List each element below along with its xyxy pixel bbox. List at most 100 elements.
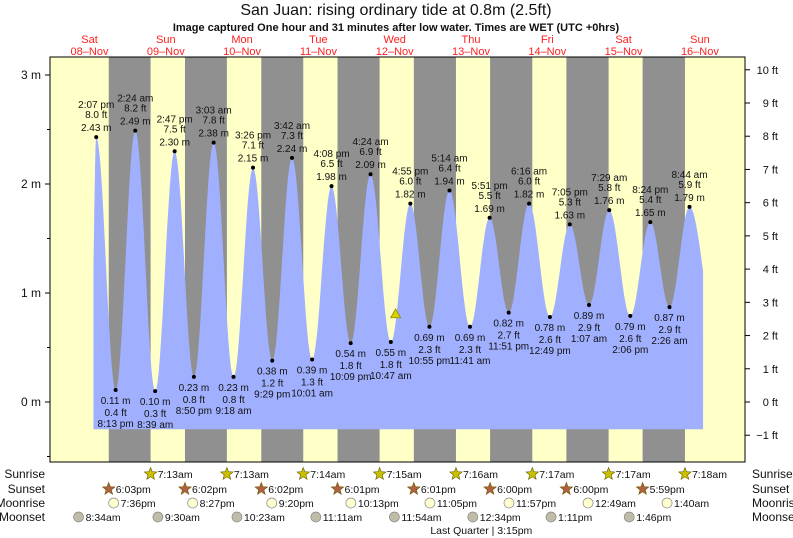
- y-right-tick-label: 4 ft: [763, 264, 778, 276]
- high-tide-point: [607, 208, 612, 213]
- sunrise-time-label: 7:14am: [310, 469, 345, 481]
- high-tide-point: [527, 201, 532, 206]
- low-tide-time-label: 10:47 am: [370, 371, 412, 382]
- high-tide-ft-label: 7.3 ft: [281, 131, 303, 142]
- moonset-moon-icon: [545, 511, 557, 523]
- sunset-time-label: 5:59pm: [650, 484, 685, 496]
- moonrise-row-label-left: Moonrise: [0, 496, 45, 510]
- moonrise-moon-icon: [503, 497, 515, 509]
- high-tide-ft-label: 5.4 ft: [639, 195, 661, 206]
- low-tide-time-label: 9:18 am: [215, 406, 251, 417]
- low-tide-m-label: 0.78 m: [535, 323, 566, 334]
- high-tide-point: [290, 155, 295, 160]
- high-tide-ft-label: 6.9 ft: [359, 147, 381, 158]
- high-tide-ft-label: 6.0 ft: [518, 177, 540, 188]
- moonset-row-label-right: Moonset: [752, 510, 793, 524]
- high-tide-time-label: 4:24 am: [352, 137, 388, 148]
- high-tide-m-label: 2.15 m: [238, 154, 269, 165]
- high-tide-point: [648, 220, 653, 225]
- high-tide-ft-label: 7.8 ft: [203, 116, 225, 127]
- moonset-moon-icon: [389, 511, 400, 523]
- low-tide-m-label: 0.11 m: [101, 396, 131, 407]
- high-tide-m-label: 1.65 m: [635, 208, 666, 219]
- moonset-moon-icon: [310, 511, 322, 523]
- high-tide-point: [487, 215, 492, 220]
- y-left-tick-label: 0 m: [21, 395, 41, 409]
- high-tide-ft-label: 6.0 ft: [399, 177, 421, 188]
- high-tide-m-label: 2.43 m: [81, 123, 112, 134]
- high-tide-m-label: 1.63 m: [555, 210, 586, 221]
- day-name-label: Sat: [81, 34, 98, 46]
- y-right-tick-label: 0 ft: [763, 397, 778, 409]
- moonset-time-label: 12:34pm: [480, 512, 521, 524]
- sunrise-star-icon: [601, 466, 616, 480]
- day-name-label: Thu: [462, 34, 481, 46]
- moonrise-time-label: 9:20pm: [279, 498, 314, 510]
- low-tide-time-label: 9:29 pm: [254, 390, 290, 401]
- high-tide-point: [172, 149, 177, 154]
- high-tide-point: [251, 165, 256, 170]
- sunset-star-icon: [178, 481, 192, 495]
- y-right-tick-label: 10 ft: [757, 65, 778, 77]
- high-tide-time-label: 2:07 pm: [78, 100, 114, 111]
- sunrise-time-label: 7:16am: [463, 469, 498, 481]
- day-date-label: 12–Nov: [376, 46, 414, 58]
- low-tide-time-label: 11:51 pm: [488, 342, 529, 353]
- sunrise-star-icon: [143, 466, 158, 480]
- low-tide-m-label: 0.39 m: [297, 365, 328, 376]
- high-tide-ft-label: 7.5 ft: [164, 124, 186, 135]
- sunrise-time-label: 7:13am: [158, 469, 193, 481]
- low-tide-m-label: 0.69 m: [455, 333, 486, 344]
- sunset-star-icon: [635, 481, 650, 495]
- high-tide-m-label: 1.82 m: [514, 190, 545, 201]
- day-date-label: 16–Nov: [681, 46, 719, 58]
- low-tide-m-label: 0.82 m: [493, 319, 524, 330]
- y-right-tick-label: 1 ft: [763, 364, 778, 376]
- low-tide-point: [547, 314, 552, 319]
- high-tide-m-label: 2.24 m: [277, 144, 308, 155]
- high-tide-point: [94, 135, 99, 140]
- y-right-tick-label: 9 ft: [763, 98, 778, 110]
- moon-phase-label: Last Quarter | 3:15pm: [430, 525, 532, 537]
- low-tide-point: [628, 313, 633, 318]
- high-tide-m-label: 1.98 m: [316, 172, 347, 183]
- sunset-time-label: 6:01pm: [421, 484, 456, 496]
- high-tide-ft-label: 7.1 ft: [242, 141, 264, 152]
- high-tide-ft-label: 8.2 ft: [124, 104, 146, 115]
- sunset-time-label: 6:01pm: [345, 484, 380, 496]
- low-tide-point: [467, 324, 472, 329]
- plot-frame: [49, 56, 746, 463]
- low-tide-ft-label: 0.3 ft: [144, 409, 166, 420]
- moonrise-moon-icon: [582, 497, 594, 509]
- y-right-tick-label: 3 ft: [763, 297, 778, 309]
- sunrise-star-icon: [372, 466, 387, 480]
- sunrise-time-label: 7:17am: [539, 469, 574, 481]
- low-tide-ft-label: 0.8 ft: [222, 395, 244, 406]
- high-tide-ft-label: 8.0 ft: [85, 110, 107, 121]
- moonrise-time-label: 10:13pm: [358, 498, 399, 510]
- high-tide-m-label: 1.76 m: [594, 196, 625, 207]
- high-tide-time-label: 8:24 pm: [632, 185, 668, 196]
- day-name-label: Sat: [615, 34, 632, 46]
- low-tide-m-label: 0.87 m: [654, 313, 685, 324]
- low-tide-m-label: 0.55 m: [376, 348, 407, 359]
- high-tide-ft-label: 5.8 ft: [598, 183, 620, 194]
- sunset-row-label-right: Sunset: [752, 482, 790, 496]
- sunrise-star-icon: [296, 466, 311, 480]
- sunset-time-label: 6:00pm: [573, 484, 608, 496]
- moonrise-moon-icon: [424, 497, 436, 509]
- day-date-label: 14–Nov: [528, 46, 566, 58]
- low-tide-time-label: 10:55 pm: [409, 356, 451, 367]
- day-date-label: 15–Nov: [605, 46, 643, 58]
- moonset-time-label: 9:30am: [165, 512, 200, 524]
- high-tide-ft-label: 6.4 ft: [438, 164, 460, 175]
- day-name-label: Sun: [156, 34, 176, 46]
- low-tide-ft-label: 2.9 ft: [578, 323, 600, 334]
- sunrise-time-label: 7:17am: [616, 469, 651, 481]
- moonrise-moon-icon: [345, 497, 357, 509]
- high-tide-time-label: 3:42 am: [274, 121, 310, 132]
- sunrise-time-label: 7:15am: [387, 469, 422, 481]
- moonset-row-label-left: Moonset: [0, 510, 46, 524]
- low-tide-ft-label: 2.9 ft: [658, 325, 680, 336]
- moonrise-time-label: 12:49am: [595, 498, 636, 510]
